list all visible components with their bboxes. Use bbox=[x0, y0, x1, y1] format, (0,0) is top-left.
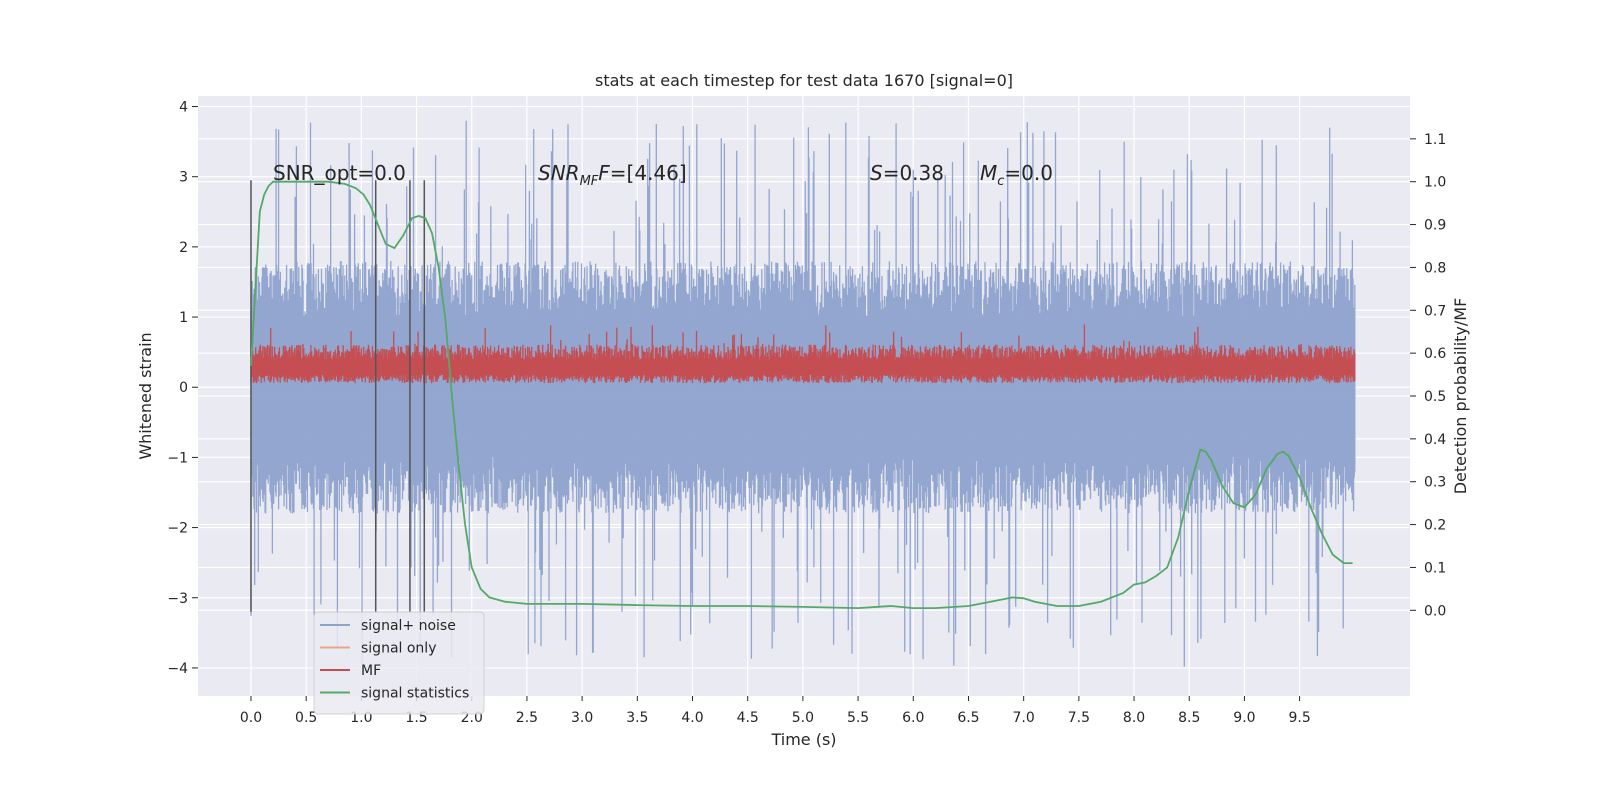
x-tick-label-10: 5.0 bbox=[792, 710, 814, 726]
x-tick-label-1: 0.5 bbox=[295, 710, 317, 726]
annotations: SNR_opt=0.0 SNRMFF=[4.46] S=0.38 Mc=0.0 bbox=[273, 161, 1053, 189]
y-left-tick-label-8: 4 bbox=[179, 100, 188, 116]
y-left-tick-label-5: 1 bbox=[179, 310, 188, 326]
y-right-tick-label-9: 0.9 bbox=[1424, 218, 1446, 234]
y-right-tick-label-0: 0.0 bbox=[1424, 603, 1446, 619]
y-right-axis-ticks: 0.0 0.1 0.2 0.3 0.4 0.5 0.6 0.7 0.8 0.9 1.0 1.1 bbox=[1410, 132, 1446, 619]
legend-label-2: MF bbox=[361, 663, 381, 679]
x-tick-label-12: 6.0 bbox=[902, 710, 924, 726]
y-left-axis-label: Whitened strain bbox=[136, 332, 155, 459]
x-tick-label-6: 3.0 bbox=[571, 710, 593, 726]
x-tick-label-18: 9.0 bbox=[1233, 710, 1255, 726]
y-right-tick-label-3: 0.3 bbox=[1424, 475, 1446, 491]
y-left-tick-label-2: −2 bbox=[167, 521, 188, 537]
series-signal-statistics bbox=[250, 180, 1353, 610]
x-tick-label-19: 9.5 bbox=[1288, 710, 1310, 726]
x-tick-label-11: 5.5 bbox=[847, 710, 869, 726]
y-right-tick-label-7: 0.7 bbox=[1424, 303, 1446, 319]
y-right-tick-label-10: 1.0 bbox=[1424, 175, 1446, 191]
y-left-tick-label-4: 0 bbox=[179, 380, 188, 396]
y-right-tick-label-6: 0.6 bbox=[1424, 346, 1446, 362]
x-tick-label-13: 6.5 bbox=[957, 710, 979, 726]
legend: signal+ noise signal only MF signal statist… bbox=[313, 611, 485, 715]
y-left-axis-ticks: −4 −3 −2 −1 0 1 2 3 4 bbox=[167, 100, 198, 677]
legend-label-1: signal only bbox=[361, 641, 436, 657]
annotation-snr-opt: SNR_opt=0.0 bbox=[273, 161, 406, 185]
x-tick-label-8: 4.0 bbox=[681, 710, 703, 726]
x-tick-label-16: 8.0 bbox=[1123, 710, 1145, 726]
y-left-tick-label-0: −4 bbox=[167, 661, 188, 677]
y-right-tick-label-5: 0.5 bbox=[1424, 389, 1446, 405]
x-tick-label-7: 3.5 bbox=[626, 710, 648, 726]
y-right-tick-label-1: 0.1 bbox=[1424, 560, 1446, 576]
annotation-s-stat: S=0.38 bbox=[870, 161, 944, 185]
x-tick-label-0: 0.0 bbox=[240, 710, 262, 726]
x-tick-label-9: 4.5 bbox=[737, 710, 759, 726]
x-tick-label-15: 7.5 bbox=[1068, 710, 1090, 726]
annotation-snr-mf: SNRMFF=[4.46] bbox=[538, 161, 687, 189]
x-tick-label-17: 8.5 bbox=[1178, 710, 1200, 726]
y-left-tick-label-1: −3 bbox=[167, 591, 188, 607]
x-tick-label-14: 7.0 bbox=[1013, 710, 1035, 726]
y-left-tick-label-7: 3 bbox=[179, 170, 188, 186]
chart-title: stats at each timestep for test data 167… bbox=[595, 71, 1013, 90]
legend-label-3: signal statistics bbox=[361, 686, 469, 702]
x-axis-label: Time (s) bbox=[770, 730, 836, 749]
legend-label-0: signal+ noise bbox=[361, 618, 456, 634]
legend-box bbox=[313, 611, 485, 715]
y-right-tick-label-8: 0.8 bbox=[1424, 260, 1446, 276]
x-tick-label-5: 2.5 bbox=[516, 710, 538, 726]
y-right-tick-label-2: 0.2 bbox=[1424, 518, 1446, 534]
y-right-tick-label-11: 1.1 bbox=[1424, 132, 1446, 148]
y-right-axis-label: Detection probability/MF bbox=[1451, 298, 1470, 495]
y-right-tick-label-4: 0.4 bbox=[1424, 432, 1446, 448]
signal-statistics-series bbox=[250, 180, 1353, 610]
annotation-mc: Mc=0.0 bbox=[980, 161, 1053, 189]
x-axis-ticks: 0.0 0.5 1.0 1.5 2.0 2.5 3.0 3.5 4.0 4.5 5.0 5.5 6.0 6… bbox=[240, 696, 1311, 726]
y-left-tick-label-3: −1 bbox=[167, 450, 188, 466]
y-left-tick-label-6: 2 bbox=[179, 240, 188, 256]
vertical-markers bbox=[250, 180, 426, 612]
